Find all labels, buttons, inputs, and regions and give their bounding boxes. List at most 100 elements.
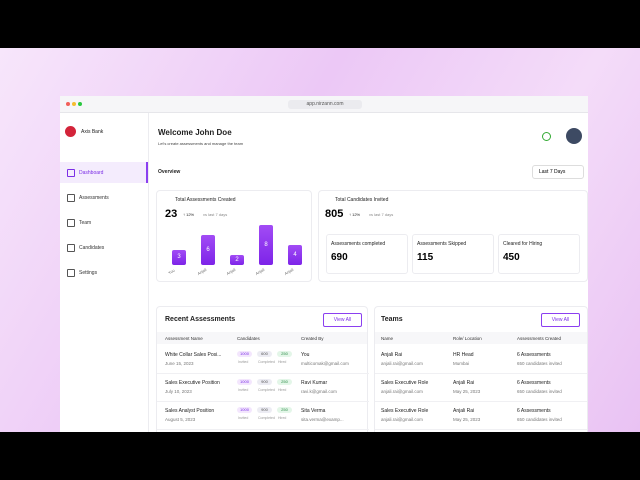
view-all[interactable]: View All xyxy=(541,313,580,327)
stat-box xyxy=(412,234,494,274)
row-name: Sales Executive Role xyxy=(381,380,429,386)
welcome-subtitle: Let's create assessments and manage the … xyxy=(158,141,244,146)
row-divider xyxy=(157,373,369,374)
row-creator: You xyxy=(301,352,310,358)
row-name[interactable]: White Collar Sales Posi... xyxy=(165,352,222,358)
count-pill: 1000 xyxy=(237,351,252,357)
bar: 8 xyxy=(259,225,273,265)
row-assessments: 6 Assessments xyxy=(517,380,551,386)
row-email: multicomak@gmail.com xyxy=(301,361,349,366)
bar-label: Anjali xyxy=(196,266,208,277)
row-creator: Ravi Kumar xyxy=(301,380,328,386)
row-assessments: 6 Assessments xyxy=(517,352,551,358)
view-all[interactable]: View All xyxy=(323,313,362,327)
column-header: Assessment Name xyxy=(165,336,203,341)
row-email: anjali.rai@gmail.com xyxy=(381,361,423,366)
range-dropdown[interactable]: Last 7 Days xyxy=(532,165,584,179)
row-divider xyxy=(157,401,369,402)
count-pill: 250 xyxy=(277,379,292,385)
assessments-card: Total Assessments Created 23 ↑ 12% vs la… xyxy=(156,190,312,282)
count-label: Invited xyxy=(238,360,249,364)
maximize[interactable] xyxy=(78,102,82,106)
teams-card: Teams View All Name Role/ Location Assessm… xyxy=(374,306,588,432)
count-label: Hired xyxy=(278,416,287,420)
row-invited: 650 candidates invited xyxy=(517,361,562,366)
column-header: Name xyxy=(381,336,394,341)
count-label: Completed xyxy=(258,416,275,420)
stat-box xyxy=(326,234,408,274)
row-email: ravi.k@gmail.com xyxy=(301,389,337,394)
row-creator: Sita Verma xyxy=(301,408,326,414)
bar-label: Anjali xyxy=(254,266,266,277)
row-divider xyxy=(157,429,369,430)
row-divider xyxy=(375,373,587,374)
bar-label: You xyxy=(167,267,176,276)
row-location: Mumbai xyxy=(453,361,470,366)
nav-item[interactable]: Candidates xyxy=(79,245,105,251)
row-date: July 10, 2023 xyxy=(165,389,192,394)
row-name: Anjali Rai xyxy=(381,352,403,358)
count-pill: 600 xyxy=(257,351,272,357)
section-title: Teams xyxy=(381,316,403,323)
stat-box xyxy=(498,234,580,274)
row-email: anjali.rai@gmail.com xyxy=(381,417,423,422)
bar: 3 xyxy=(172,250,186,265)
nav-icon xyxy=(67,194,75,202)
nav-icon xyxy=(67,244,75,252)
count-label: Hired xyxy=(278,360,287,364)
url-bar[interactable]: app.nirzann.com xyxy=(288,100,362,109)
notification-icon[interactable] xyxy=(542,132,551,141)
table-header xyxy=(375,332,587,344)
row-invited: 650 candidates invited xyxy=(517,417,562,422)
stat-label: Cleared for Hiring xyxy=(503,241,543,247)
overview-title: Overview xyxy=(158,169,181,175)
stat-value: 690 xyxy=(331,252,348,263)
nav-item[interactable]: Team xyxy=(79,220,92,226)
bar: 4 xyxy=(288,245,302,265)
card-value: 23 xyxy=(165,208,178,220)
count-pill: 900 xyxy=(257,407,272,413)
stat-label: Assessments Skipped xyxy=(417,241,467,247)
row-role: HR Head xyxy=(453,352,474,358)
bar: 2 xyxy=(230,255,244,265)
column-header: Role/ Location xyxy=(453,336,482,341)
table-header xyxy=(157,332,367,344)
close[interactable] xyxy=(66,102,70,106)
brand-name: Axis Bank xyxy=(81,129,104,135)
nav-item[interactable]: Dashboard xyxy=(79,170,104,176)
count-label: Invited xyxy=(238,416,249,420)
count-pill: 1000 xyxy=(237,379,252,385)
bar-label: Anjali xyxy=(283,266,295,277)
row-divider xyxy=(375,401,587,402)
column-header: Assessments Created xyxy=(517,336,562,341)
minimize[interactable] xyxy=(72,102,76,106)
section-title: Recent Assessments xyxy=(165,316,236,323)
nav-item[interactable]: Settings xyxy=(79,270,98,276)
row-role: Anjali Rai xyxy=(453,380,475,386)
count-label: Invited xyxy=(238,388,249,392)
stat-value: 115 xyxy=(417,252,434,263)
count-pill: 250 xyxy=(277,351,292,357)
stat-value: 450 xyxy=(503,252,520,263)
row-email: sita.verma@examp... xyxy=(301,417,344,422)
nav-icon xyxy=(67,169,75,177)
card-value: 805 xyxy=(325,208,344,220)
avatar[interactable] xyxy=(566,128,582,144)
nav-icon xyxy=(67,219,75,227)
row-name[interactable]: Sales Executive Position xyxy=(165,380,220,386)
row-name[interactable]: Sales Analyst Position xyxy=(165,408,215,414)
browser-window: app.nirzann.com Axis Bank Dashboard Asses… xyxy=(60,96,588,432)
column-header: Created By xyxy=(301,336,324,341)
row-date: August 5, 2023 xyxy=(165,417,196,422)
row-location: May 25, 2023 xyxy=(453,389,481,394)
card-title: Total Candidates Invited xyxy=(335,197,389,203)
candidates-card: Total Candidates Invited 805 ↑ 12% vs la… xyxy=(318,190,588,282)
count-label: Completed xyxy=(258,360,275,364)
count-pill: 1000 xyxy=(237,407,252,413)
sidebar: Axis Bank Dashboard Assessments Team Candid… xyxy=(60,113,149,432)
nav-item[interactable]: Assessments xyxy=(79,195,109,201)
recent-card: Recent Assessments View All Assessment N… xyxy=(156,306,369,432)
column-header: Candidates xyxy=(237,336,260,341)
welcome-title: Welcome John Doe xyxy=(158,128,232,137)
